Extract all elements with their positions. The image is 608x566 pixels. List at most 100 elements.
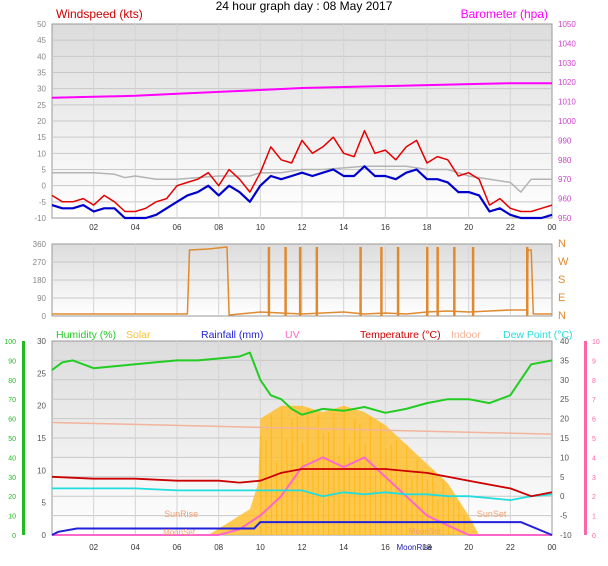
tick-label: 25: [37, 101, 46, 110]
solar-bar: [296, 416, 298, 535]
solar-bar: [369, 416, 371, 535]
direction-spike: [298, 247, 302, 316]
direction-spike: [267, 247, 271, 316]
tick-label: 1050: [558, 20, 576, 29]
tick-label: 15: [37, 434, 46, 443]
solar-bar: [359, 424, 361, 535]
direction-spike: [380, 247, 383, 316]
direction-gridlines: [52, 244, 552, 316]
uv-axis-bar: [584, 341, 587, 535]
x-tick-label: 00: [548, 223, 557, 232]
tick-label: 1: [592, 514, 596, 521]
direction-spike: [284, 247, 287, 316]
x-tick-label: 20: [464, 223, 473, 232]
temperature-line: [51, 468, 553, 498]
tick-label: 5: [560, 473, 565, 482]
tick-label: 3: [592, 475, 596, 482]
tick-label: 6: [592, 417, 596, 424]
average-wind-line: [52, 165, 552, 193]
solar-bar: [442, 479, 444, 535]
solar-bar: [312, 457, 314, 535]
solar-bar: [411, 477, 413, 535]
tick-label: 10: [592, 339, 600, 346]
barometer-axis-label: Barometer (hpa): [461, 7, 548, 21]
tick-label: 50: [37, 20, 46, 29]
direction-spike: [453, 247, 456, 316]
legend-humidity: Humidity (%): [56, 329, 116, 341]
direction-spike: [315, 247, 319, 316]
direction-spike: [426, 247, 429, 316]
temperature-ticks: 40 35 30 25 20 15 10 5 0 -5 -10: [560, 337, 572, 540]
tick-label: 1010: [558, 98, 576, 107]
tick-label: 8: [592, 378, 596, 385]
x-tick-label: 12: [298, 543, 307, 552]
solar-bar: [427, 479, 429, 535]
solar-bar: [364, 443, 366, 535]
tick-label: 35: [37, 69, 46, 78]
solar-bar: [302, 443, 304, 535]
tick-label: W: [558, 256, 569, 268]
tick-label: 0: [42, 312, 47, 321]
tick-label: 30: [8, 475, 16, 482]
tick-label: N: [558, 310, 566, 322]
tick-label: 10: [37, 466, 46, 475]
tick-label: 980: [558, 156, 572, 165]
direction-series: [52, 246, 552, 316]
x-tick-label: 22: [506, 223, 515, 232]
tick-label: 950: [558, 214, 572, 223]
solar-bar: [437, 500, 439, 535]
x-tick-label: 16: [381, 543, 390, 552]
x-tick-label: 02: [89, 223, 98, 232]
legend-indoor: Indoor: [451, 329, 481, 341]
solar-bar: [275, 461, 278, 535]
legend-solar: Solar: [126, 329, 151, 341]
solar-bar: [343, 405, 345, 535]
tick-label: 0: [42, 531, 47, 540]
solar-bar: [400, 472, 403, 535]
tick-label: 10: [37, 149, 46, 158]
solar-bar: [270, 414, 272, 535]
weather-legend: Humidity (%) Solar Rainfall (mm) UV Temperat…: [56, 329, 573, 341]
x-tick-label: 04: [131, 543, 140, 552]
tick-label: 30: [560, 376, 569, 385]
tick-label: 1020: [558, 78, 576, 87]
tick-label: -5: [39, 198, 47, 207]
tick-label: 40: [37, 52, 46, 61]
x-tick-label: 08: [214, 543, 223, 552]
solar-bar: [338, 455, 340, 535]
solar-bar: [416, 458, 418, 535]
direction-spike: [396, 247, 400, 316]
solar-bar: [453, 496, 455, 535]
tick-label: 30: [37, 85, 46, 94]
tick-label: 360: [33, 240, 47, 249]
direction-spike: [436, 247, 439, 316]
sunset-label: SunSet: [477, 509, 507, 519]
x-tick-label: 14: [339, 223, 348, 232]
tick-label: 25: [37, 369, 46, 378]
tick-label: -5: [560, 512, 568, 521]
tick-label: 90: [37, 294, 46, 303]
sunrise-label: SunRise: [164, 509, 198, 519]
solar-bar: [374, 468, 377, 535]
windspeed-axis-label: Windspeed (kts): [56, 7, 143, 21]
barometer-ticks: 1050 1040 1030 1020 1010 1000 990 980 970 960 950: [558, 20, 576, 223]
tick-label: 20: [8, 494, 16, 501]
x-tick-label: 06: [173, 223, 182, 232]
tick-label: -10: [34, 214, 46, 223]
tick-label: N: [558, 238, 566, 250]
wind-series: [51, 82, 553, 220]
tick-label: 40: [8, 455, 16, 462]
direction-spike: [526, 247, 529, 316]
tick-label: 15: [560, 434, 569, 443]
x-tick-label: 06: [173, 543, 182, 552]
tick-label: 60: [8, 417, 16, 424]
tick-label: 45: [37, 36, 46, 45]
solar-bar: [265, 440, 267, 535]
solar-bar: [328, 431, 330, 535]
tick-label: -10: [560, 531, 572, 540]
tick-label: 40: [560, 337, 569, 346]
tick-label: 990: [558, 136, 572, 145]
legend-rain: Rainfall (mm): [201, 329, 263, 341]
